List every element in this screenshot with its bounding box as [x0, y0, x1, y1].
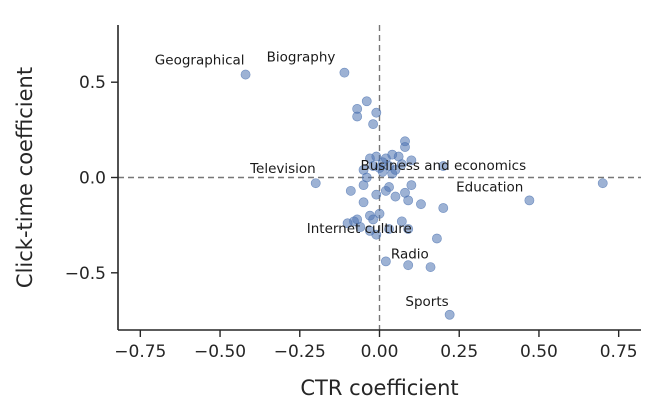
annotation-label: Geographical [155, 53, 245, 69]
x-tick-label: −0.75 [114, 342, 166, 362]
y-tick-label: 0.0 [79, 169, 106, 189]
y-axis-title: Click-time coefficient [13, 67, 37, 288]
x-tick-label: −0.25 [274, 342, 326, 362]
data-point [403, 195, 414, 206]
data-point [597, 178, 608, 189]
x-tick-label: 0.00 [361, 342, 399, 362]
data-point [368, 161, 379, 171]
data-point [524, 195, 535, 206]
data-point [390, 191, 401, 202]
data-point [393, 151, 404, 162]
annotation-label: Internet culture [307, 221, 412, 237]
x-axis-title: CTR coefficient [300, 376, 458, 400]
reference-lines [118, 25, 641, 330]
data-point [374, 208, 385, 219]
x-tick-label: 0.75 [600, 342, 638, 362]
data-point [358, 180, 369, 191]
data-point [377, 166, 388, 177]
data-point [432, 233, 442, 244]
data-point [425, 262, 436, 272]
data-point [400, 142, 410, 152]
data-point [390, 164, 401, 175]
annotation-label: Business and economics [360, 158, 526, 174]
data-point [406, 180, 417, 191]
data-point [384, 224, 394, 234]
data-point [371, 189, 382, 200]
data-point [438, 161, 449, 171]
annotation-label: Biography [267, 50, 336, 66]
annotation-label: Sports [405, 294, 448, 310]
data-point [355, 222, 366, 232]
annotation-label: Radio [391, 246, 429, 262]
data-point [368, 119, 379, 130]
data-point [358, 197, 369, 208]
data-point [380, 256, 391, 267]
y-tick-label: −0.5 [65, 264, 106, 284]
annotation-label: Television [249, 161, 316, 177]
data-point [396, 216, 407, 227]
data-point [342, 218, 353, 229]
x-tick-label: 0.50 [520, 342, 558, 362]
data-point [444, 309, 455, 320]
y-tick-label: 0.5 [79, 73, 106, 93]
data-point [371, 229, 382, 240]
data-point [438, 203, 449, 213]
data-point [310, 178, 321, 189]
tick-labels: −0.75 −0.50 −0.25 0.00 0.25 0.50 0.75 −0.5 0.0 0.… [65, 73, 638, 362]
data-point [339, 67, 350, 78]
data-point [361, 96, 372, 107]
data-point [406, 155, 417, 166]
data-point [384, 182, 394, 192]
data-point [240, 69, 251, 80]
data-point [352, 111, 363, 122]
data-point [403, 260, 414, 271]
data-point [368, 214, 379, 225]
x-tick-label: 0.25 [440, 342, 478, 362]
annotation-label: Education [456, 179, 523, 195]
data-point [371, 107, 382, 118]
data-point [371, 151, 382, 162]
data-point [345, 185, 356, 196]
point-annotations: Geographical Biography Television Business … [155, 50, 526, 310]
x-tick-label: −0.50 [194, 342, 246, 362]
data-point [403, 224, 414, 234]
data-point [416, 199, 426, 210]
data-points [240, 67, 608, 320]
